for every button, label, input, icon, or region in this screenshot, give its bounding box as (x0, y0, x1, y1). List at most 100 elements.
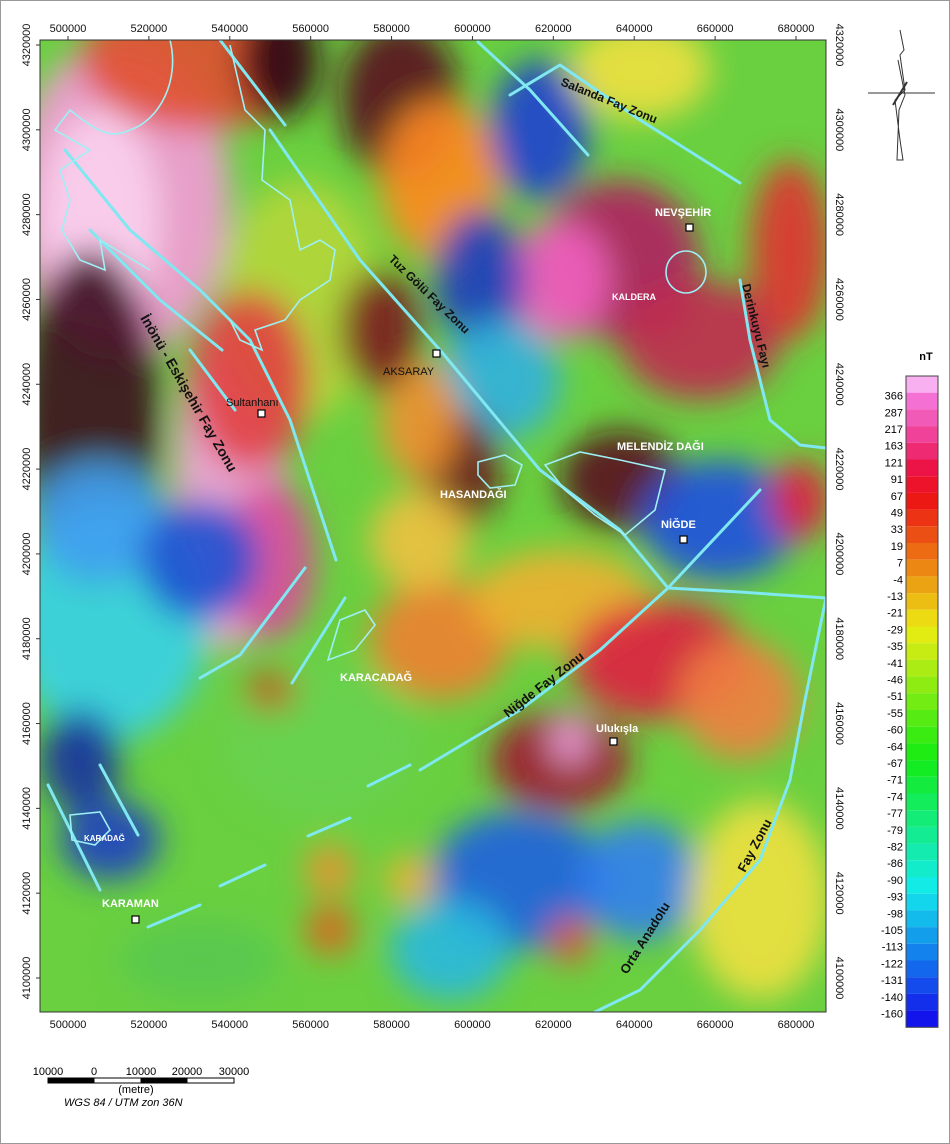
legend-label: -140 (881, 992, 903, 1004)
place-label: Ulukışla (596, 723, 639, 735)
legend-swatch (906, 610, 938, 627)
town-marker (686, 224, 693, 231)
y-tick-label: 4120000 (21, 872, 33, 915)
x-tick-label: 540000 (211, 1019, 248, 1031)
place-label: KARACADAĞ (340, 671, 412, 684)
legend-swatch (906, 894, 938, 911)
legend-swatch (906, 560, 938, 577)
legend-swatch (906, 643, 938, 660)
anomaly-blob (190, 290, 310, 470)
legend-label: -113 (882, 942, 903, 954)
place-label: NEVŞEHİR (655, 206, 711, 219)
legend-swatch (906, 844, 938, 861)
anomaly-map: NEVŞEHİR KALDERA AKSARAY Sultanhanı MELE… (10, 0, 830, 1012)
anomaly-blob (580, 820, 700, 940)
y-tick-label: 4260000 (21, 278, 33, 321)
place-label: KARADAĞ (84, 834, 125, 843)
y-tick-label: 4280000 (833, 193, 845, 236)
legend-swatch (906, 1011, 938, 1028)
place-label: MELENDİZ DAĞI (617, 440, 704, 453)
scale-unit: (metre) (118, 1084, 153, 1096)
legend-label: -131 (881, 975, 903, 987)
anomaly-blob (370, 490, 470, 590)
x-tick-label: 540000 (211, 23, 248, 35)
y-tick-label: 4320000 (21, 24, 33, 67)
anomaly-blob (305, 905, 355, 955)
legend-swatch (906, 727, 938, 744)
legend-swatch (906, 677, 938, 694)
anomaly-blob (385, 855, 435, 905)
scale-label: 20000 (172, 1066, 203, 1078)
legend-swatch (906, 961, 938, 978)
x-tick-label: 520000 (131, 1019, 168, 1031)
legend-swatch (906, 794, 938, 811)
anomaly-blob (305, 845, 355, 895)
legend-swatch (906, 743, 938, 760)
town-marker (258, 410, 265, 417)
town-marker (433, 350, 440, 357)
legend-label: -35 (887, 641, 903, 653)
legend-swatch (906, 627, 938, 644)
y-tick-label: 4180000 (21, 617, 33, 660)
y-tick-label: 4100000 (833, 957, 845, 1000)
y-tick-label: 4160000 (833, 702, 845, 745)
legend-swatch (906, 693, 938, 710)
legend-swatch (906, 944, 938, 961)
y-tick-label: 4100000 (21, 957, 33, 1000)
legend-label: 217 (885, 424, 903, 436)
scale-segment (141, 1078, 187, 1083)
legend-swatch (906, 994, 938, 1011)
legend-label: -51 (887, 691, 903, 703)
y-tick-label: 4240000 (833, 363, 845, 406)
y-tick-label: 4280000 (21, 193, 33, 236)
legend-swatch (906, 877, 938, 894)
scale-segment (48, 1078, 94, 1083)
y-tick-label: 4140000 (833, 787, 845, 830)
scale-segment (94, 1078, 141, 1083)
x-tick-label: 680000 (778, 23, 815, 35)
legend-swatch (906, 476, 938, 493)
legend-label: 67 (891, 491, 903, 503)
scale-label: 0 (91, 1066, 97, 1078)
legend-label: -21 (887, 608, 903, 620)
y-tick-label: 4180000 (833, 617, 845, 660)
legend-swatch (906, 827, 938, 844)
scale-label: 30000 (219, 1066, 250, 1078)
x-tick-label: 560000 (292, 1019, 329, 1031)
anomaly-blob (120, 920, 280, 1000)
legend-label: 287 (885, 407, 903, 419)
projection: WGS 84 / UTM zon 36N (64, 1097, 183, 1109)
legend-label: -64 (887, 741, 903, 753)
legend-label: -71 (887, 775, 903, 787)
legend-swatch (906, 426, 938, 443)
x-tick-label: 500000 (50, 23, 87, 35)
scale-label: 10000 (33, 1066, 64, 1078)
legend-label: -60 (887, 725, 903, 737)
y-tick-label: 4260000 (833, 278, 845, 321)
place-label: KARAMAN (102, 898, 159, 910)
x-tick-label: 640000 (616, 23, 653, 35)
legend-title: nT (919, 351, 933, 363)
legend-label: 163 (885, 441, 903, 453)
place-label: Sultanhanı (226, 397, 279, 409)
legend-label: -93 (887, 892, 903, 904)
legend-swatch (906, 460, 938, 477)
legend-label: -4 (893, 574, 903, 586)
anomaly-blob (140, 500, 260, 620)
legend-swatch (906, 443, 938, 460)
legend-label: 91 (891, 474, 903, 486)
legend-label: -67 (887, 758, 903, 770)
legend-label: -160 (881, 1009, 903, 1021)
place-label: HASANDAĞI (440, 488, 507, 501)
y-tick-label: 4220000 (21, 448, 33, 491)
legend-swatch (906, 910, 938, 927)
y-tick-label: 4320000 (833, 24, 845, 67)
x-tick-label: 520000 (131, 23, 168, 35)
legend-swatch (906, 576, 938, 593)
x-tick-label: 680000 (778, 1019, 815, 1031)
y-tick-label: 4120000 (833, 872, 845, 915)
anomaly-blob (550, 915, 590, 965)
legend-swatch (906, 927, 938, 944)
anomaly-blob (680, 640, 800, 760)
legend-label: -82 (887, 842, 903, 854)
